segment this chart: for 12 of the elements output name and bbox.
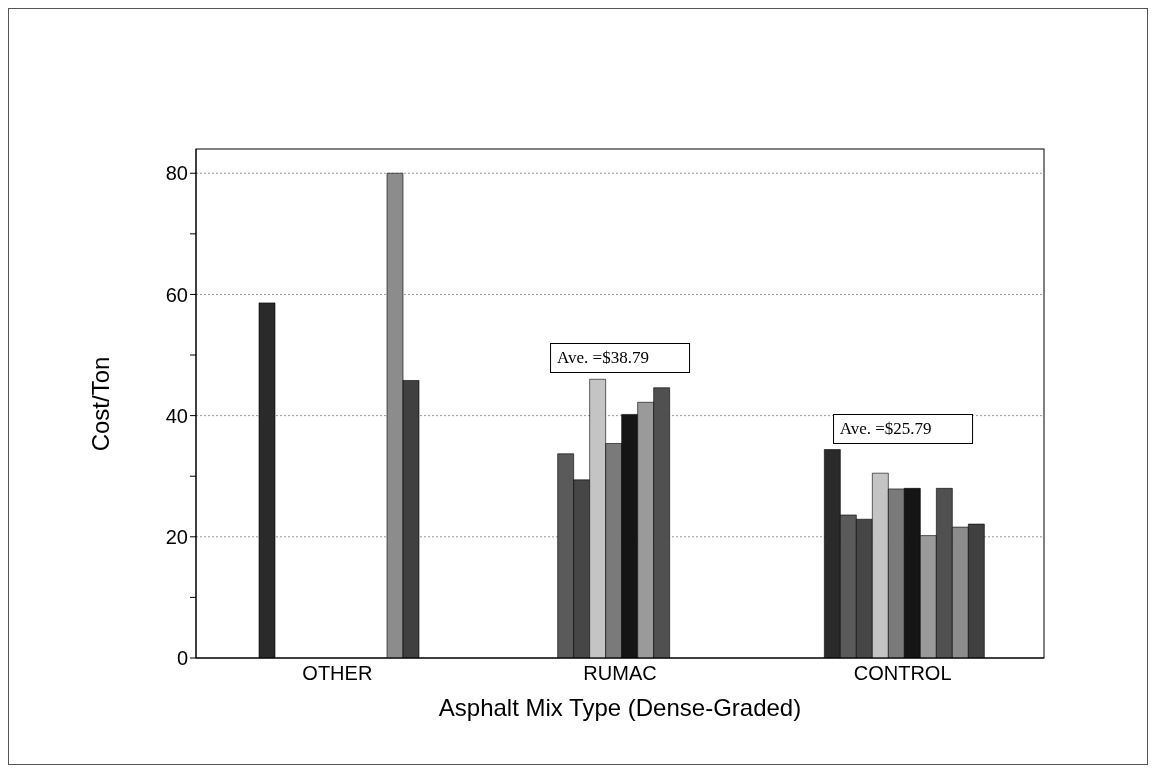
x-axis-title: Asphalt Mix Type (Dense-Graded) xyxy=(438,694,802,722)
annotation: Ave. =$25.79 xyxy=(832,413,973,444)
x-tick-label: CONTROL xyxy=(853,662,952,685)
y-axis-title: Cost/Ton xyxy=(87,356,115,451)
y-tick-label: 20 xyxy=(165,525,188,548)
y-tick-label: 0 xyxy=(176,647,188,670)
y-tick-label: 60 xyxy=(165,283,188,306)
y-tick-label: 80 xyxy=(165,162,188,185)
annotation: Ave. =$38.79 xyxy=(550,343,690,374)
y-tick-label: 40 xyxy=(165,404,188,427)
x-tick-label: RUMAC xyxy=(583,662,657,685)
x-tick-label: OTHER xyxy=(302,662,373,685)
